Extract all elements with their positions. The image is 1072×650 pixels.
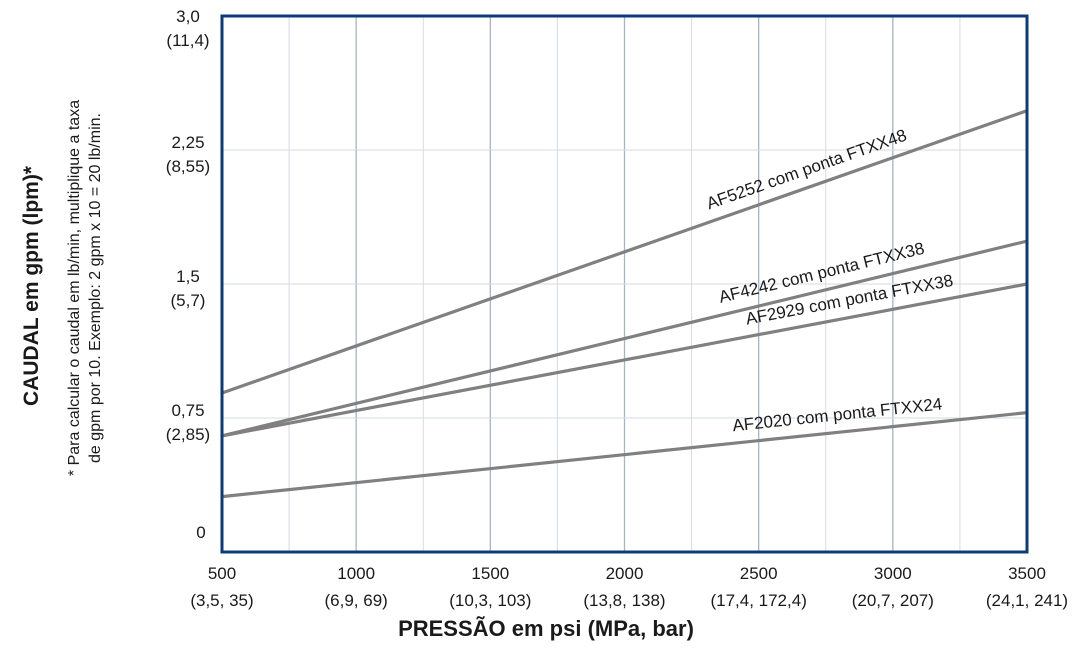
footnote-line-1: * Para calcular o caudal em lb/min, mult… — [66, 100, 83, 476]
x-tick-sublabel: (17,4, 172,4) — [710, 591, 806, 610]
x-tick-labels: 500 (3,5, 35) 1000 (6,9, 69) 1500 (10,3, 103)… — [190, 564, 1068, 610]
series-label: AF2020 com ponta FTXX24 — [732, 394, 944, 435]
x-tick-label: 2000 — [606, 564, 644, 583]
x-tick-sublabel: (13,8, 138) — [583, 591, 665, 610]
y-tick-label: 1,5 — [176, 267, 200, 286]
x-tick-label: 1000 — [337, 564, 375, 583]
x-tick-sublabel: (3,5, 35) — [190, 591, 253, 610]
x-tick-label: 1500 — [471, 564, 509, 583]
plot-frame — [220, 14, 1029, 554]
x-axis-label: PRESSÃO em psi (MPa, bar) — [398, 616, 694, 641]
y-tick-label: 2,25 — [171, 133, 204, 152]
series-line — [221, 282, 1028, 438]
y-tick-sublabel: (5,7) — [171, 291, 206, 310]
x-tick-label: 3500 — [1008, 564, 1046, 583]
series-lines — [221, 109, 1028, 499]
x-tick-sublabel: (10,3, 103) — [449, 591, 531, 610]
y-axis-label: CAUDAL em gpm (lpm)* — [20, 165, 43, 406]
x-tick-sublabel: (6,9, 69) — [325, 591, 388, 610]
x-tick-label: 500 — [208, 564, 236, 583]
y-tick-sublabel: (8,55) — [166, 157, 210, 176]
x-tick-sublabel: (20,7, 207) — [852, 591, 934, 610]
y-tick-label: 3,0 — [176, 7, 200, 26]
y-tick-sublabel: (11,4) — [166, 31, 209, 50]
y-tick-labels: 0 0,75 (2,85) 1,5 (5,7) 2,25 (8,55) 3,0 (11,4) — [166, 7, 210, 542]
x-tick-sublabel: (24,1, 241) — [986, 591, 1068, 610]
series-line — [221, 239, 1028, 438]
series-line — [221, 411, 1028, 499]
x-tick-label: 2500 — [740, 564, 778, 583]
y-tick-label: 0,75 — [171, 401, 204, 420]
y-tick-sublabel: (2,85) — [166, 425, 210, 444]
footnote-line-2: de gpm por 10. Exemplo: 2 gpm x 10 = 20 … — [87, 113, 104, 463]
x-tick-label: 3000 — [874, 564, 912, 583]
y-tick-label: 0 — [196, 523, 205, 542]
series-line — [221, 109, 1028, 395]
series-label: AF5252 com ponta FTXX48 — [704, 126, 909, 214]
